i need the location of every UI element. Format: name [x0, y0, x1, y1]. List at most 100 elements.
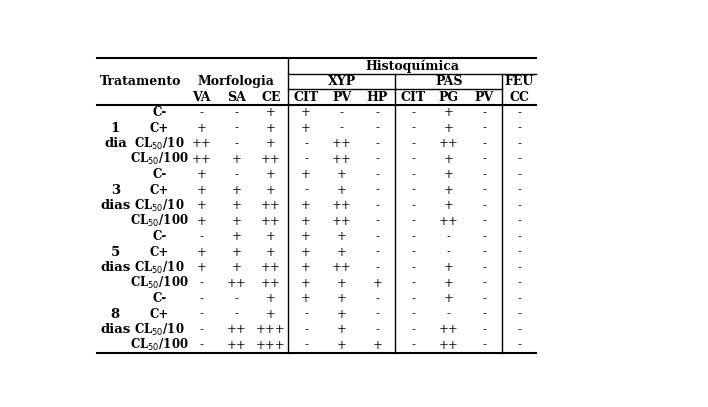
Text: ++: ++ — [439, 323, 459, 336]
Text: +: + — [444, 292, 454, 305]
Text: -: - — [411, 308, 415, 321]
Text: -: - — [482, 277, 486, 289]
Text: +: + — [444, 122, 454, 134]
Text: -: - — [482, 122, 486, 134]
Text: -: - — [304, 184, 308, 197]
Text: +: + — [266, 245, 276, 258]
Text: ++: ++ — [332, 199, 352, 212]
Text: +: + — [266, 308, 276, 321]
Text: -: - — [375, 184, 379, 197]
Text: CIT: CIT — [294, 90, 319, 103]
Text: -: - — [304, 323, 308, 336]
Text: PV: PV — [332, 90, 351, 103]
Text: C-: C- — [152, 168, 166, 181]
Text: -: - — [411, 245, 415, 258]
Text: C-: C- — [152, 106, 166, 119]
Text: +: + — [337, 245, 347, 258]
Text: +++: +++ — [256, 323, 286, 336]
Text: +: + — [266, 168, 276, 181]
Text: ++: ++ — [261, 214, 281, 228]
Text: CL$_{50}$/10: CL$_{50}$/10 — [134, 197, 185, 214]
Text: CL$_{50}$/10: CL$_{50}$/10 — [134, 136, 185, 151]
Text: -: - — [411, 122, 415, 134]
Text: HP: HP — [367, 90, 388, 103]
Text: Morfologia: Morfologia — [198, 75, 275, 88]
Text: ++: ++ — [332, 137, 352, 150]
Text: ++: ++ — [192, 153, 212, 166]
Text: -: - — [482, 308, 486, 321]
Text: CL$_{50}$/10: CL$_{50}$/10 — [134, 260, 185, 276]
Text: -: - — [518, 199, 521, 212]
Text: -: - — [518, 214, 521, 228]
Text: C-: C- — [152, 230, 166, 243]
Text: C+: C+ — [149, 308, 169, 321]
Text: dias: dias — [101, 323, 130, 336]
Text: -: - — [411, 184, 415, 197]
Text: +: + — [197, 214, 207, 228]
Text: -: - — [375, 323, 379, 336]
Text: +: + — [266, 106, 276, 119]
Text: -: - — [482, 106, 486, 119]
Text: ++: ++ — [261, 261, 281, 274]
Text: -: - — [375, 199, 379, 212]
Text: -: - — [375, 214, 379, 228]
Text: +: + — [232, 245, 241, 258]
Text: -: - — [234, 292, 239, 305]
Text: +: + — [232, 184, 241, 197]
Text: -: - — [411, 277, 415, 289]
Text: -: - — [340, 122, 343, 134]
Text: -: - — [447, 230, 451, 243]
Text: ++: ++ — [261, 277, 281, 289]
Text: +: + — [232, 214, 241, 228]
Text: ++: ++ — [332, 153, 352, 166]
Text: CL$_{50}$/100: CL$_{50}$/100 — [130, 151, 188, 167]
Text: -: - — [375, 292, 379, 305]
Text: +: + — [444, 199, 454, 212]
Text: -: - — [375, 122, 379, 134]
Text: +: + — [266, 137, 276, 150]
Text: -: - — [482, 153, 486, 166]
Text: -: - — [518, 277, 521, 289]
Text: -: - — [411, 199, 415, 212]
Text: +: + — [444, 168, 454, 181]
Text: XYP: XYP — [328, 75, 356, 88]
Text: -: - — [482, 199, 486, 212]
Text: -: - — [482, 214, 486, 228]
Text: dias: dias — [101, 261, 130, 274]
Text: -: - — [411, 214, 415, 228]
Text: -: - — [411, 137, 415, 150]
Text: +: + — [337, 323, 347, 336]
Text: CL$_{50}$/100: CL$_{50}$/100 — [130, 213, 188, 229]
Text: -: - — [200, 106, 204, 119]
Text: 5: 5 — [110, 245, 120, 258]
Text: +: + — [444, 153, 454, 166]
Text: -: - — [411, 153, 415, 166]
Text: -: - — [200, 323, 204, 336]
Text: +: + — [444, 106, 454, 119]
Text: -: - — [411, 339, 415, 352]
Text: ++: ++ — [261, 153, 281, 166]
Text: +: + — [301, 230, 311, 243]
Text: +++: +++ — [256, 339, 286, 352]
Text: PAS: PAS — [435, 75, 462, 88]
Text: -: - — [304, 137, 308, 150]
Text: -: - — [375, 308, 379, 321]
Text: -: - — [411, 323, 415, 336]
Text: CE: CE — [261, 90, 280, 103]
Text: +: + — [232, 199, 241, 212]
Text: -: - — [375, 106, 379, 119]
Text: ++: ++ — [332, 261, 352, 274]
Text: -: - — [375, 153, 379, 166]
Text: ++: ++ — [227, 339, 246, 352]
Text: +: + — [232, 261, 241, 274]
Text: -: - — [375, 168, 379, 181]
Text: -: - — [304, 308, 308, 321]
Text: +: + — [197, 184, 207, 197]
Text: +: + — [301, 122, 311, 134]
Text: +: + — [301, 168, 311, 181]
Text: Histoquímica: Histoquímica — [365, 59, 459, 73]
Text: C+: C+ — [149, 184, 169, 197]
Text: PG: PG — [439, 90, 459, 103]
Text: -: - — [411, 292, 415, 305]
Text: +: + — [444, 277, 454, 289]
